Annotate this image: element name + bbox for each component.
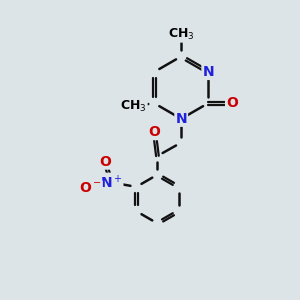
- Text: CH$_3$: CH$_3$: [120, 99, 147, 114]
- Text: N$^+$: N$^+$: [100, 174, 122, 191]
- Text: N: N: [176, 112, 187, 126]
- Text: O: O: [99, 154, 111, 169]
- Text: O$^-$: O$^-$: [79, 181, 102, 195]
- Text: CH$_3$: CH$_3$: [168, 26, 194, 42]
- Text: O: O: [148, 125, 160, 139]
- Text: N: N: [202, 65, 214, 79]
- Text: O: O: [226, 96, 238, 110]
